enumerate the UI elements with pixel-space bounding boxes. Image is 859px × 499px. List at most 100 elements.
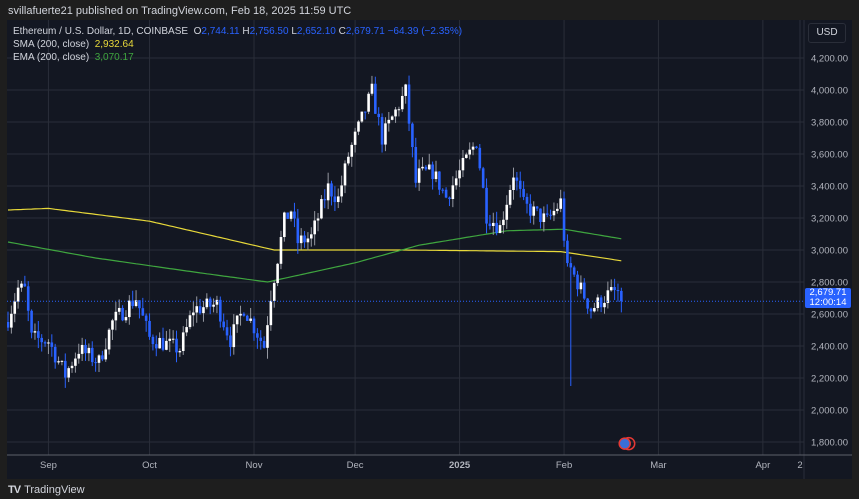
candle-up xyxy=(390,116,394,120)
x-tick-label: 2025 xyxy=(449,460,471,471)
symbol-name[interactable]: Ethereum / U.S. Dollar, 1D, COINBASE xyxy=(13,26,189,37)
open-label: O xyxy=(193,26,202,37)
candle-down xyxy=(222,321,225,328)
candle-down xyxy=(481,168,485,188)
candle-up xyxy=(367,93,370,112)
candle-up xyxy=(320,199,323,219)
sma-row[interactable]: SMA (200, close) 2,932.64 xyxy=(13,38,462,51)
candle-down xyxy=(333,196,337,203)
sma-label: SMA (200, close) xyxy=(13,39,90,50)
candle-down xyxy=(148,320,151,337)
close-label: C xyxy=(338,26,346,37)
candle-down xyxy=(478,147,482,169)
candle-up xyxy=(347,156,350,164)
candle-up xyxy=(70,365,74,369)
chart-panel[interactable]: 1,800.00 2,000.00 2,200.00 2,400.00 2,600.00… xyxy=(7,20,852,479)
candle-up xyxy=(400,95,404,110)
candle-down xyxy=(138,300,141,309)
candle-up xyxy=(316,218,320,221)
candle-down xyxy=(37,331,40,338)
candle-up xyxy=(117,307,121,312)
candle-down xyxy=(545,213,549,215)
candle-up xyxy=(232,324,236,348)
candle-down xyxy=(374,83,377,114)
candle-up xyxy=(397,109,401,111)
candle-down xyxy=(582,282,586,299)
candle-down xyxy=(94,362,97,364)
candle-down xyxy=(566,240,569,264)
candle-up xyxy=(188,315,192,328)
candle-down xyxy=(293,211,296,219)
y-tick-label: 2,000.00 xyxy=(811,406,848,417)
candle-down xyxy=(572,267,576,275)
candle-up xyxy=(249,318,252,321)
sma-value: 2,932.64 xyxy=(94,39,134,50)
candle-down xyxy=(286,212,290,219)
candle-down xyxy=(219,299,222,322)
candle-up xyxy=(74,358,77,366)
candle-down xyxy=(438,171,441,190)
candle-down xyxy=(245,315,249,321)
candle-up xyxy=(178,350,182,353)
candle-up xyxy=(202,307,205,314)
candle-up xyxy=(272,283,276,301)
candle-down xyxy=(40,337,43,343)
candle-down xyxy=(208,298,212,307)
candle-down xyxy=(229,335,232,348)
candle-down xyxy=(515,177,519,181)
candle-down xyxy=(488,223,492,227)
candle-down xyxy=(242,313,246,316)
y-tick-label: 2,400.00 xyxy=(811,342,848,353)
candle-up xyxy=(458,170,461,179)
candle-down xyxy=(90,347,94,363)
candle-up xyxy=(498,225,502,233)
candle-down xyxy=(485,187,488,224)
candle-down xyxy=(53,346,57,363)
x-tick-label: 2 xyxy=(797,460,802,471)
candle-up xyxy=(313,220,316,235)
candle-down xyxy=(26,286,30,311)
y-tick-label: 4,200.00 xyxy=(811,54,848,65)
candle-down xyxy=(84,344,87,354)
x-tick-label: Mar xyxy=(650,460,666,471)
candle-up xyxy=(128,300,131,318)
footer-brand[interactable]: TV TradingView xyxy=(8,484,85,496)
candle-down xyxy=(175,338,178,353)
candle-up xyxy=(461,157,465,171)
candle-up xyxy=(421,166,424,169)
tradingview-logo-icon: TV xyxy=(8,484,21,496)
x-tick-label: Feb xyxy=(556,460,572,471)
low-value: 2,652.10 xyxy=(296,26,336,37)
y-tick-label: 3,600.00 xyxy=(811,150,848,161)
x-tick-label: Sep xyxy=(40,460,57,471)
ema-row[interactable]: EMA (200, close) 3,070.17 xyxy=(13,51,462,64)
candle-up xyxy=(67,368,70,378)
candle-up xyxy=(289,211,293,219)
candle-up xyxy=(505,204,509,220)
candle-up xyxy=(279,237,283,264)
candle-up xyxy=(158,337,161,349)
candle-down xyxy=(518,180,522,189)
candle-up xyxy=(235,315,239,325)
candle-up xyxy=(171,338,175,340)
candle-up xyxy=(502,219,505,226)
candle-down xyxy=(599,297,603,308)
candle-down xyxy=(407,84,411,124)
currency-button[interactable]: USD xyxy=(808,23,846,43)
candle-up xyxy=(552,210,556,216)
candle-down xyxy=(262,340,266,348)
x-tick-label: Dec xyxy=(347,460,364,471)
candle-down xyxy=(411,123,414,148)
candle-down xyxy=(161,337,165,350)
candle-down xyxy=(616,290,620,292)
price-chart[interactable]: 1,800.00 2,000.00 2,200.00 2,400.00 2,600.00… xyxy=(7,20,852,479)
us-flag-event-icon xyxy=(618,437,631,450)
candle-up xyxy=(165,340,168,350)
candle-up xyxy=(239,313,242,316)
candle-up xyxy=(47,342,50,344)
candle-up xyxy=(215,299,219,305)
candle-up xyxy=(360,111,364,122)
candle-up xyxy=(336,196,340,203)
candle-down xyxy=(569,263,573,268)
candle-down xyxy=(252,318,256,334)
